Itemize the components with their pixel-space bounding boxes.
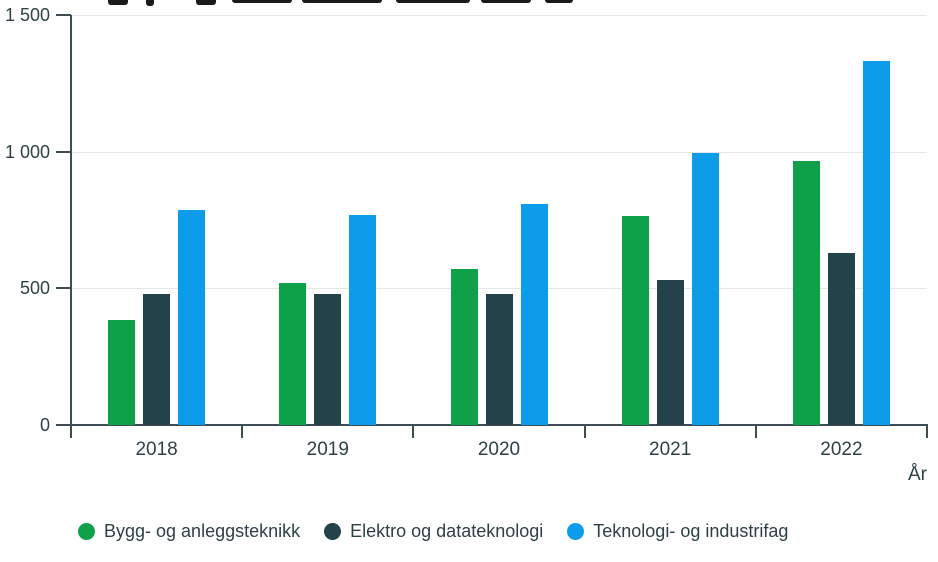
y-axis-tick-0	[56, 424, 71, 426]
bar-2019-bygg-og-anleggsteknikk	[279, 282, 307, 425]
cropped-title-fragments	[0, 0, 938, 7]
cropped-title-fragment	[146, 0, 154, 6]
legend-dot-icon	[324, 523, 342, 540]
x-axis-tick-1	[241, 425, 244, 438]
legend-label: Bygg- og anleggsteknikk	[104, 521, 301, 541]
legend-item-elektro-og-datateknologi[interactable]: Elektro og datateknologi	[324, 521, 543, 542]
legend-dot-icon	[567, 523, 585, 540]
bar-2022-teknologi-og-industrifag	[862, 61, 890, 425]
x-axis-tick-0	[70, 425, 72, 438]
cropped-title-fragment	[302, 0, 382, 3]
legend: Bygg- og anleggsteknikk Elektro og datate…	[78, 521, 788, 542]
bar-2019-teknologi-og-industrifag	[349, 214, 377, 425]
x-axis-tick-4	[754, 425, 757, 438]
y-axis-label-0: 0	[39, 415, 50, 435]
bar-2020-teknologi-og-industrifag	[520, 203, 548, 425]
y-axis-tick-500	[56, 287, 71, 290]
legend-dot-icon	[78, 523, 95, 540]
y-axis-label-1000: 1 000	[4, 141, 50, 162]
x-axis-tick-2	[412, 425, 415, 438]
gridline-1500	[71, 15, 927, 16]
bar-2020-elektro-og-datateknologi	[485, 293, 513, 425]
cropped-title-fragment	[108, 0, 128, 5]
y-axis-label-500: 500	[19, 278, 50, 299]
bar-2021-elektro-og-datateknologi	[656, 280, 684, 425]
cropped-title-fragment	[481, 0, 531, 3]
y-axis-tick-1500	[56, 14, 71, 16]
gridline-1000	[71, 151, 927, 153]
bar-2022-bygg-og-anleggsteknikk	[792, 161, 820, 425]
y-axis-line	[70, 15, 72, 438]
x-axis-label-2019: 2019	[306, 439, 349, 460]
x-axis-tick-3	[583, 425, 586, 438]
x-axis-label-2021: 2021	[649, 439, 692, 460]
bar-2018-bygg-og-anleggsteknikk	[108, 319, 136, 425]
bar-2018-elektro-og-datateknologi	[143, 293, 171, 425]
bar-2019-elektro-og-datateknologi	[314, 293, 342, 425]
bar-2018-teknologi-og-industrifag	[178, 210, 206, 425]
y-axis-tick-1000	[56, 150, 71, 153]
x-axis-label-2018: 2018	[135, 439, 178, 460]
x-axis-line	[70, 424, 928, 426]
cropped-title-fragment	[396, 0, 470, 3]
bar-2022-elektro-og-datateknologi	[827, 252, 855, 425]
y-axis-label-1500: 1 500	[4, 5, 50, 25]
x-axis-title: År	[908, 464, 927, 485]
bar-2021-teknologi-og-industrifag	[691, 153, 719, 425]
cropped-title-fragment	[545, 0, 573, 3]
cropped-title-fragment	[196, 0, 216, 5]
bar-2021-bygg-og-anleggsteknikk	[621, 215, 649, 425]
legend-item-teknologi-og-industrifag[interactable]: Teknologi- og industrifag	[567, 521, 788, 542]
x-axis-label-2022: 2022	[820, 439, 863, 460]
x-axis-label-2020: 2020	[477, 439, 521, 460]
gridline-500	[71, 288, 927, 290]
x-axis-tick-5	[926, 425, 928, 438]
bar-2020-bygg-og-anleggsteknikk	[450, 269, 478, 425]
cropped-title-fragment	[232, 0, 292, 3]
legend-label: Elektro og datateknologi	[350, 521, 544, 541]
legend-item-bygg-og-anleggsteknikk[interactable]: Bygg- og anleggsteknikk	[78, 521, 300, 542]
legend-label: Teknologi- og industrifag	[593, 521, 789, 541]
